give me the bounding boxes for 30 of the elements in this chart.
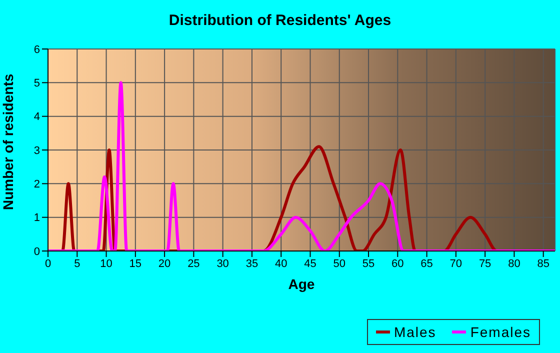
x-tick-label: 25 (188, 258, 200, 270)
x-tick-label: 60 (392, 258, 404, 270)
x-tick-label: 20 (158, 258, 171, 270)
x-tick-label: 55 (362, 258, 375, 270)
x-tick-label: 15 (129, 258, 142, 270)
x-tick-label: 65 (420, 258, 433, 270)
x-tick-label: 70 (450, 258, 462, 270)
x-tick-label: 45 (304, 258, 316, 270)
y-tick-label: 2 (34, 178, 40, 191)
x-tick-label: 85 (537, 258, 550, 270)
legend-label: Males (394, 324, 436, 340)
x-tick-label: 10 (100, 258, 112, 270)
x-tick-label: 40 (274, 258, 288, 270)
y-tick-label: 6 (34, 44, 40, 56)
x-tick-label: 30 (216, 258, 229, 270)
y-tick-label: 1 (34, 212, 40, 224)
x-tick-label: 35 (246, 258, 258, 270)
x-tick-label: 50 (333, 258, 346, 270)
x-tick-label: 80 (508, 258, 520, 270)
y-tick-label: 4 (34, 111, 40, 124)
x-tick-label: 0 (44, 258, 52, 270)
x-axis-title: Age (288, 276, 315, 292)
legend-label: Females (470, 324, 531, 340)
x-tick-label: 75 (478, 258, 492, 270)
y-tick-label: 5 (34, 78, 40, 90)
x-tick-label: 5 (74, 258, 80, 270)
chart-title: Distribution of Residents' Ages (168, 12, 392, 29)
y-tick-label: 0 (34, 246, 40, 258)
y-axis-title: Number of residents (0, 74, 16, 210)
y-tick-label: 3 (34, 144, 40, 157)
